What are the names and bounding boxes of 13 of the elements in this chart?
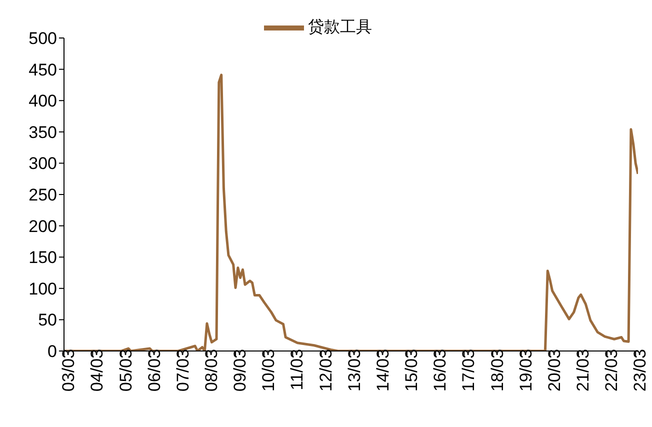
y-tick-label: 0 <box>48 342 57 362</box>
y-tick-label: 350 <box>28 122 57 142</box>
y-tick-label: 500 <box>28 29 57 48</box>
y-tick-label: 300 <box>28 154 57 174</box>
x-tick-label: 23/03 <box>630 349 650 392</box>
y-tick-label: 250 <box>28 186 57 205</box>
y-tick-label: 50 <box>38 310 57 330</box>
y-tick-label: 100 <box>28 279 57 298</box>
y-tick-label: 150 <box>28 248 57 268</box>
y-tick-label: 400 <box>28 92 57 111</box>
y-tick-label: 200 <box>28 216 57 236</box>
legend-label: 贷款工具 <box>308 19 372 36</box>
y-tick-label: 450 <box>28 60 57 80</box>
